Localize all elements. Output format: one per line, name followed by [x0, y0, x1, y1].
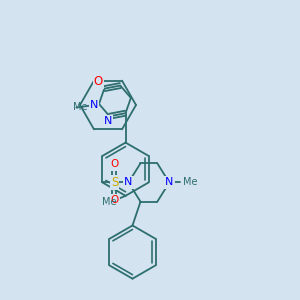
Text: Me: Me — [183, 178, 197, 188]
Text: N: N — [104, 116, 112, 126]
Text: O: O — [110, 196, 118, 206]
Text: Me: Me — [73, 103, 88, 112]
Text: Me: Me — [102, 197, 117, 207]
Text: N: N — [124, 178, 133, 188]
Text: S: S — [111, 176, 118, 189]
Text: O: O — [94, 75, 103, 88]
Text: O: O — [110, 160, 118, 170]
Text: N: N — [90, 100, 98, 110]
Text: N: N — [165, 178, 173, 188]
